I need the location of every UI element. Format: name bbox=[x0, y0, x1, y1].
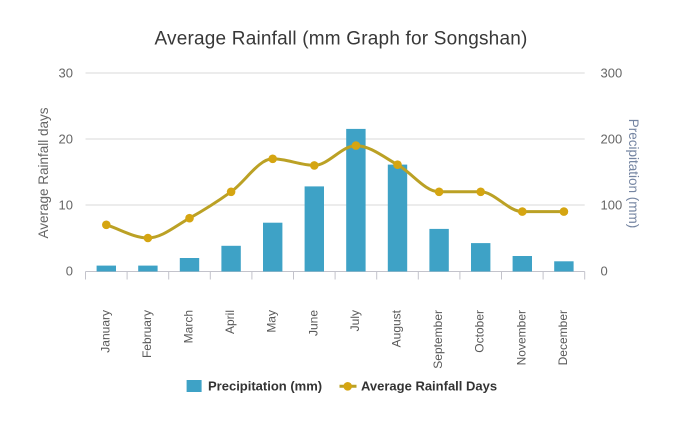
svg-text:October: October bbox=[473, 310, 487, 353]
svg-text:0: 0 bbox=[601, 264, 608, 279]
svg-text:September: September bbox=[431, 310, 445, 369]
svg-text:May: May bbox=[265, 310, 279, 333]
svg-text:100: 100 bbox=[601, 198, 623, 213]
svg-text:Average Rainfall Days: Average Rainfall Days bbox=[361, 379, 497, 394]
svg-text:Precipitation (mm): Precipitation (mm) bbox=[626, 119, 641, 229]
svg-text:10: 10 bbox=[59, 198, 73, 213]
svg-text:July: July bbox=[348, 310, 362, 331]
svg-text:Average Rainfall (mm Graph for: Average Rainfall (mm Graph for Songshan) bbox=[154, 29, 527, 50]
svg-text:January: January bbox=[98, 310, 112, 353]
svg-text:December: December bbox=[556, 310, 570, 365]
svg-text:November: November bbox=[514, 310, 528, 365]
svg-text:200: 200 bbox=[601, 132, 623, 147]
svg-text:300: 300 bbox=[601, 66, 623, 81]
svg-text:20: 20 bbox=[59, 132, 73, 147]
svg-text:June: June bbox=[306, 310, 320, 336]
svg-text:March: March bbox=[182, 310, 196, 343]
svg-text:Average Rainfall days: Average Rainfall days bbox=[36, 107, 51, 238]
svg-text:Precipitation (mm): Precipitation (mm) bbox=[208, 379, 322, 394]
svg-text:August: August bbox=[390, 309, 404, 347]
svg-text:30: 30 bbox=[59, 66, 73, 81]
svg-text:February: February bbox=[140, 310, 154, 358]
svg-text:0: 0 bbox=[66, 264, 73, 279]
svg-text:April: April bbox=[223, 310, 237, 334]
